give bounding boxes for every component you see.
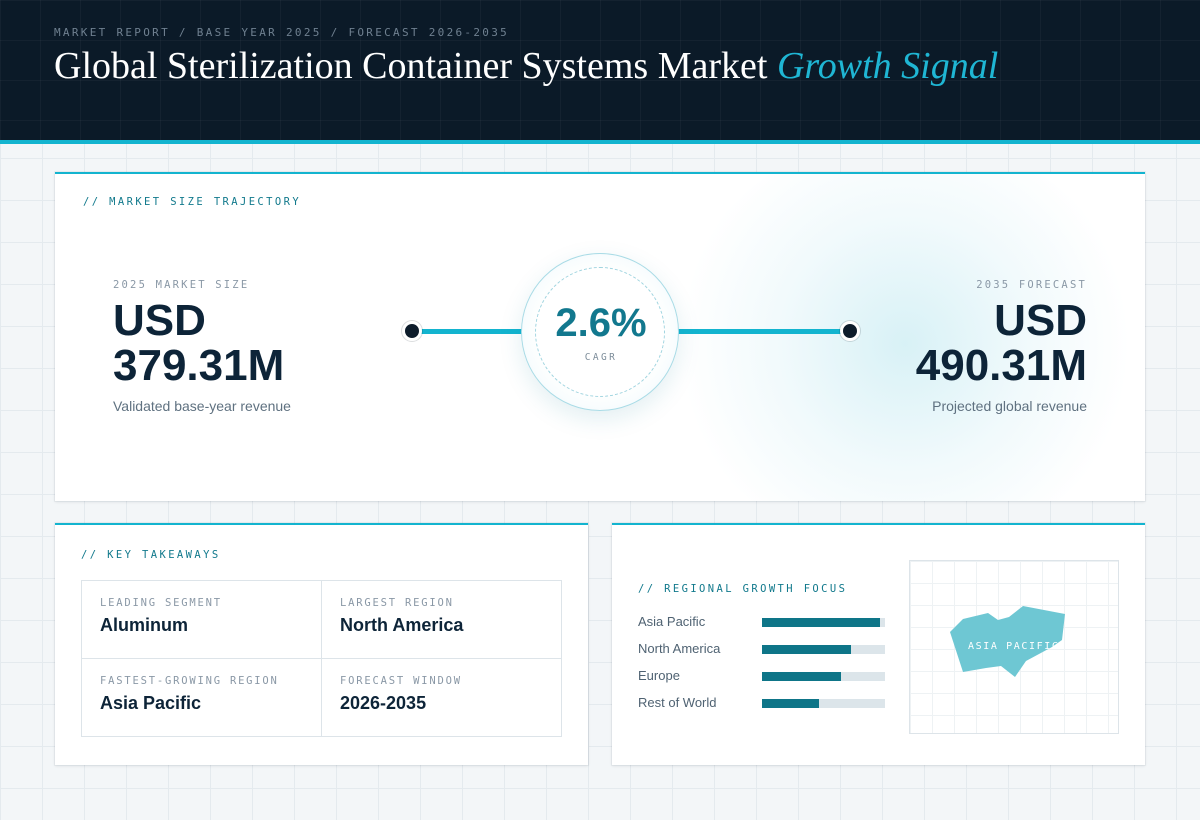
page-title-main: Global Sterilization Container Systems M…: [54, 45, 768, 87]
cagr-value: 2.6%: [555, 301, 647, 345]
takeaway-value: Aluminum: [100, 615, 188, 635]
cagr-badge: 2.6% CAGR: [521, 253, 679, 411]
region-bar-track: [762, 645, 885, 654]
start-node-marker: [402, 321, 422, 341]
market-size-trajectory-card: // MARKET SIZE TRAJECTORY 2025 MARKET SI…: [55, 172, 1145, 501]
end-stat-value: USD 490.31M: [916, 298, 1087, 388]
takeaway-label: FASTEST-GROWING REGION: [100, 675, 279, 687]
page-title-accent: Growth Signal: [776, 45, 999, 87]
regional-section-label: // REGIONAL GROWTH FOCUS: [638, 583, 848, 595]
region-bar-row-rest-of-world: Rest of World: [638, 695, 888, 711]
region-bar-fill: [762, 672, 841, 681]
takeaway-cell-leading-segment: LEADING SEGMENT Aluminum: [82, 581, 322, 659]
regional-growth-focus-card: // REGIONAL GROWTH FOCUS Asia Pacific No…: [612, 523, 1145, 765]
start-stat-value: USD 379.31M: [113, 298, 284, 388]
start-stat-amount: 379.31M: [113, 341, 285, 390]
region-bar-fill: [762, 645, 851, 654]
background-glow: [675, 174, 1135, 501]
asia-pacific-map-shape: [950, 606, 1065, 677]
takeaway-label: LARGEST REGION: [340, 597, 454, 609]
takeaway-value: 2026-2035: [340, 693, 427, 713]
end-node-marker: [840, 321, 860, 341]
takeaway-cell-largest-region: LARGEST REGION North America: [321, 581, 561, 659]
region-bar-label: Rest of World: [638, 695, 717, 710]
takeaways-section-label: // KEY TAKEAWAYS: [81, 549, 221, 561]
trajectory-section-label: // MARKET SIZE TRAJECTORY: [83, 196, 302, 208]
page-title: Global Sterilization Container Systems M…: [54, 44, 998, 88]
region-bar-label: Asia Pacific: [638, 614, 706, 629]
start-stat-description: Validated base-year revenue: [113, 398, 291, 414]
region-bar-track: [762, 618, 885, 627]
trajectory-line-left: [419, 329, 525, 334]
takeaway-label: FORECAST WINDOW: [340, 675, 462, 687]
takeaway-value: Asia Pacific: [100, 693, 202, 713]
region-bar-fill: [762, 699, 819, 708]
start-stat-currency: USD: [113, 296, 206, 345]
region-bar-label: North America: [638, 641, 721, 656]
takeaway-label: LEADING SEGMENT: [100, 597, 222, 609]
header-accent-rule: [0, 140, 1200, 144]
start-stat-label: 2025 MARKET SIZE: [113, 279, 250, 291]
trajectory-line-right: [675, 329, 845, 334]
region-bar-row-europe: Europe: [638, 668, 888, 684]
region-map: ASIA PACIFIC: [909, 560, 1119, 734]
map-region-label: ASIA PACIFIC: [968, 641, 1060, 652]
asia-pacific-region-shape: [950, 606, 1065, 677]
cagr-inner-ring: 2.6% CAGR: [535, 267, 665, 397]
region-bar-label: Europe: [638, 668, 680, 683]
takeaways-grid: LEADING SEGMENT Aluminum LARGEST REGION …: [81, 580, 562, 737]
region-bar-track: [762, 699, 885, 708]
key-takeaways-card: // KEY TAKEAWAYS LEADING SEGMENT Aluminu…: [55, 523, 588, 765]
region-bar-fill: [762, 618, 881, 627]
end-stat-description: Projected global revenue: [932, 398, 1087, 414]
takeaway-value: North America: [340, 615, 464, 635]
end-stat-currency: USD: [994, 296, 1087, 345]
region-bar-row-asia-pacific: Asia Pacific: [638, 614, 888, 630]
cagr-label: CAGR: [584, 352, 618, 363]
takeaway-cell-fastest-growing-region: FASTEST-GROWING REGION Asia Pacific: [82, 658, 322, 736]
region-bar-row-north-america: North America: [638, 641, 888, 657]
takeaway-cell-forecast-window: FORECAST WINDOW 2026-2035: [321, 658, 561, 736]
breadcrumb: MARKET REPORT / BASE YEAR 2025 / FORECAS…: [54, 26, 510, 39]
page-header: MARKET REPORT / BASE YEAR 2025 / FORECAS…: [0, 0, 1200, 140]
end-stat-amount: 490.31M: [915, 341, 1087, 390]
end-stat-label: 2035 FORECAST: [976, 279, 1087, 291]
region-bar-track: [762, 672, 885, 681]
